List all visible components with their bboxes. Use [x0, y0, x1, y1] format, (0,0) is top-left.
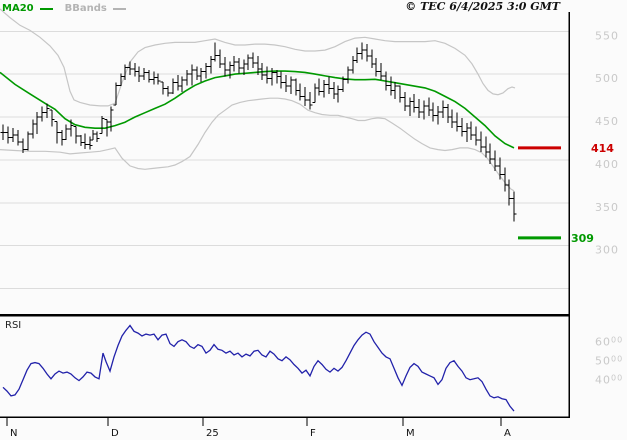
level-label-309: 309: [571, 232, 594, 245]
price-tick-label-550: 550: [595, 29, 619, 42]
bbands-legend-label: BBands: [64, 3, 107, 14]
price-tick-label-350: 350: [595, 201, 619, 214]
bollinger-upper-line: [0, 8, 516, 107]
price-axis-labels: 550 500 450 400 350 300: [595, 29, 619, 257]
x-tick-label-F: F: [310, 428, 316, 439]
rsi-tick-label-40: 4000: [595, 374, 623, 387]
ma20-legend-swatch: [39, 8, 53, 10]
level-label-414: 414: [591, 142, 614, 155]
x-tick-label-M: M: [406, 428, 415, 439]
copyright-text: © TEC 6/4/2025 3:0 GMT: [405, 0, 560, 13]
rsi-tick-label-50: 5000: [595, 355, 623, 368]
ma20-legend-label: MA20: [2, 3, 34, 14]
legend: MA20 BBands: [2, 2, 134, 16]
panel-borders: [0, 12, 570, 418]
x-tick-label-A: A: [504, 428, 511, 439]
ohlc-bars: [0, 42, 517, 222]
price-tick-label-500: 500: [595, 72, 619, 85]
bbands-legend-swatch: [112, 8, 126, 10]
rsi-line: [2, 324, 515, 412]
price-gridlines: [0, 30, 569, 289]
price-tick-label-400: 400: [595, 158, 619, 171]
price-tick-label-300: 300: [595, 244, 619, 257]
rsi-tick-label-60: 6000: [595, 336, 623, 349]
x-tick-label-25: 25: [206, 428, 219, 439]
x-tick-label-D: D: [111, 428, 119, 439]
x-axis-ticks: N D 25 F M A: [6, 417, 511, 439]
price-tick-label-450: 450: [595, 115, 619, 128]
x-tick-label-N: N: [10, 428, 17, 439]
rsi-axis-labels: 6000 5000 4000: [595, 336, 623, 387]
bollinger-lower-line: [0, 97, 515, 192]
ma20-line: [0, 70, 515, 149]
rsi-panel-label: RSI: [5, 320, 22, 331]
